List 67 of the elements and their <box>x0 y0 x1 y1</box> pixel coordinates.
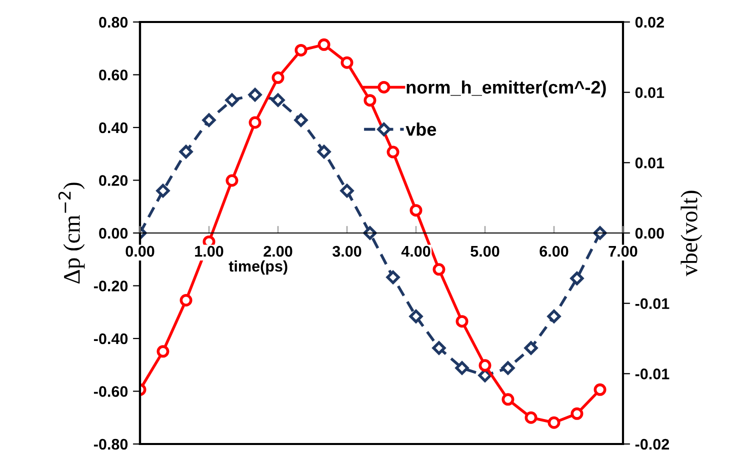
y2-axis-title: vbe(volt) <box>680 190 702 276</box>
point <box>202 113 216 127</box>
point <box>593 226 607 240</box>
point <box>409 310 423 324</box>
point <box>456 315 468 328</box>
point <box>548 416 560 429</box>
x-tick-label: 4.00 <box>401 246 430 257</box>
legend-label: vbe <box>406 122 436 136</box>
point <box>570 272 584 286</box>
x-tick-label: 2.00 <box>264 246 292 257</box>
point <box>432 341 446 355</box>
point <box>363 226 377 240</box>
y-tick-label: 0.20 <box>99 175 128 186</box>
point <box>594 383 606 396</box>
x-tick-label: 6.00 <box>540 246 568 257</box>
point <box>294 44 308 56</box>
point <box>271 93 285 107</box>
point <box>156 184 170 198</box>
point <box>547 310 561 324</box>
y2-tick-label: 0.00 <box>635 228 664 239</box>
x-axis-title: time(ps) <box>228 260 288 275</box>
x-tick-label: 7.00 <box>608 246 638 257</box>
point <box>364 94 376 107</box>
point <box>318 38 330 51</box>
point <box>226 174 238 187</box>
y-tick-label: -0.40 <box>94 333 128 344</box>
point <box>455 361 469 375</box>
y2-tick-label: 0.01 <box>635 87 664 98</box>
point <box>317 144 331 159</box>
y-tick-label: -0.60 <box>94 386 128 397</box>
y-tick-label: 0.80 <box>99 16 128 28</box>
legend-label: norm_h_emitter(cm^-2) <box>406 80 606 98</box>
y2-tick-label: 0.01 <box>635 158 664 168</box>
y2-tick-label: 0.02 <box>635 16 664 28</box>
point <box>478 359 492 372</box>
y-tick-label: -0.20 <box>94 280 128 292</box>
point <box>248 116 262 129</box>
point <box>340 184 354 198</box>
y2-tick-label: -0.01 <box>635 368 670 380</box>
point <box>180 294 192 307</box>
x-tick-label: 0.00 <box>126 246 154 257</box>
point <box>524 341 538 355</box>
point <box>570 407 584 420</box>
y-axis-title: Δp (cm$^{−2}$) <box>58 182 85 284</box>
point <box>225 93 239 107</box>
point <box>432 263 446 276</box>
point <box>502 393 514 406</box>
y2-tick-label: -0.02 <box>635 438 670 450</box>
y-tick-label: 0.40 <box>99 122 128 134</box>
point <box>386 146 400 158</box>
y-tick-label: 0.60 <box>99 70 128 80</box>
y-tick-label: 0.00 <box>99 228 128 239</box>
x-tick-label: 3.00 <box>332 246 362 257</box>
point <box>410 204 422 217</box>
point <box>340 56 354 69</box>
point <box>386 270 400 284</box>
y-tick-label: -0.80 <box>94 438 128 450</box>
point <box>272 71 284 84</box>
point <box>179 144 193 159</box>
y2-tick-label: -0.01 <box>635 298 670 310</box>
point <box>294 113 308 127</box>
point <box>156 345 170 358</box>
point <box>524 411 538 424</box>
point <box>501 361 515 375</box>
x-tick-label: 1.00 <box>195 246 224 257</box>
point <box>248 88 262 102</box>
x-tick-label: 5.00 <box>470 246 500 257</box>
